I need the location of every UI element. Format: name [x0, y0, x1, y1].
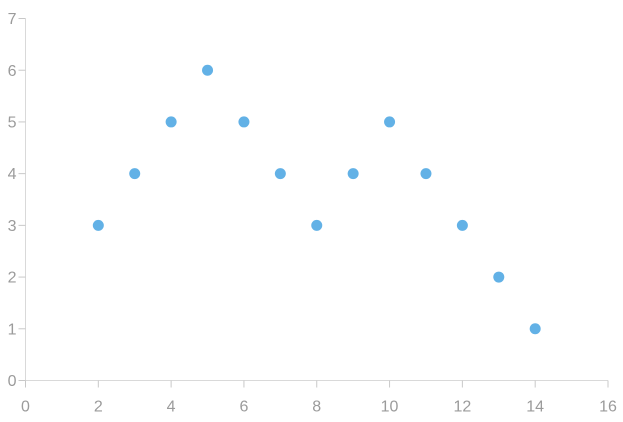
data-point[interactable] [238, 116, 250, 128]
data-point[interactable] [165, 116, 177, 128]
x-axis-tick-label: 6 [239, 399, 248, 416]
y-axis-tick-label: 2 [8, 270, 17, 287]
x-axis-tick-label: 14 [526, 399, 544, 416]
y-axis-tick-label: 3 [8, 218, 17, 235]
y-axis-tick-label: 6 [8, 63, 17, 80]
y-axis-tick-label: 5 [8, 115, 17, 132]
data-point[interactable] [92, 219, 104, 231]
y-axis-tick-label: 1 [8, 321, 17, 338]
x-axis-tick-label: 4 [167, 399, 176, 416]
x-axis-tick-label: 16 [599, 399, 617, 416]
data-point[interactable] [129, 168, 141, 180]
data-point[interactable] [529, 323, 541, 335]
data-point[interactable] [311, 219, 323, 231]
data-point[interactable] [384, 116, 396, 128]
data-point[interactable] [420, 168, 432, 180]
data-point[interactable] [202, 64, 214, 76]
data-point[interactable] [493, 271, 505, 283]
x-axis-tick-label: 0 [21, 399, 30, 416]
data-point[interactable] [347, 168, 359, 180]
x-axis-tick-label: 2 [94, 399, 103, 416]
x-axis-tick-label: 8 [312, 399, 321, 416]
x-axis-tick-label: 10 [381, 399, 399, 416]
y-axis-tick-label: 0 [8, 373, 17, 390]
x-axis-tick-label: 12 [453, 399, 471, 416]
data-point[interactable] [456, 219, 468, 231]
data-point[interactable] [274, 168, 286, 180]
y-axis-tick-label: 7 [8, 11, 17, 28]
y-axis-tick-label: 4 [8, 166, 17, 183]
